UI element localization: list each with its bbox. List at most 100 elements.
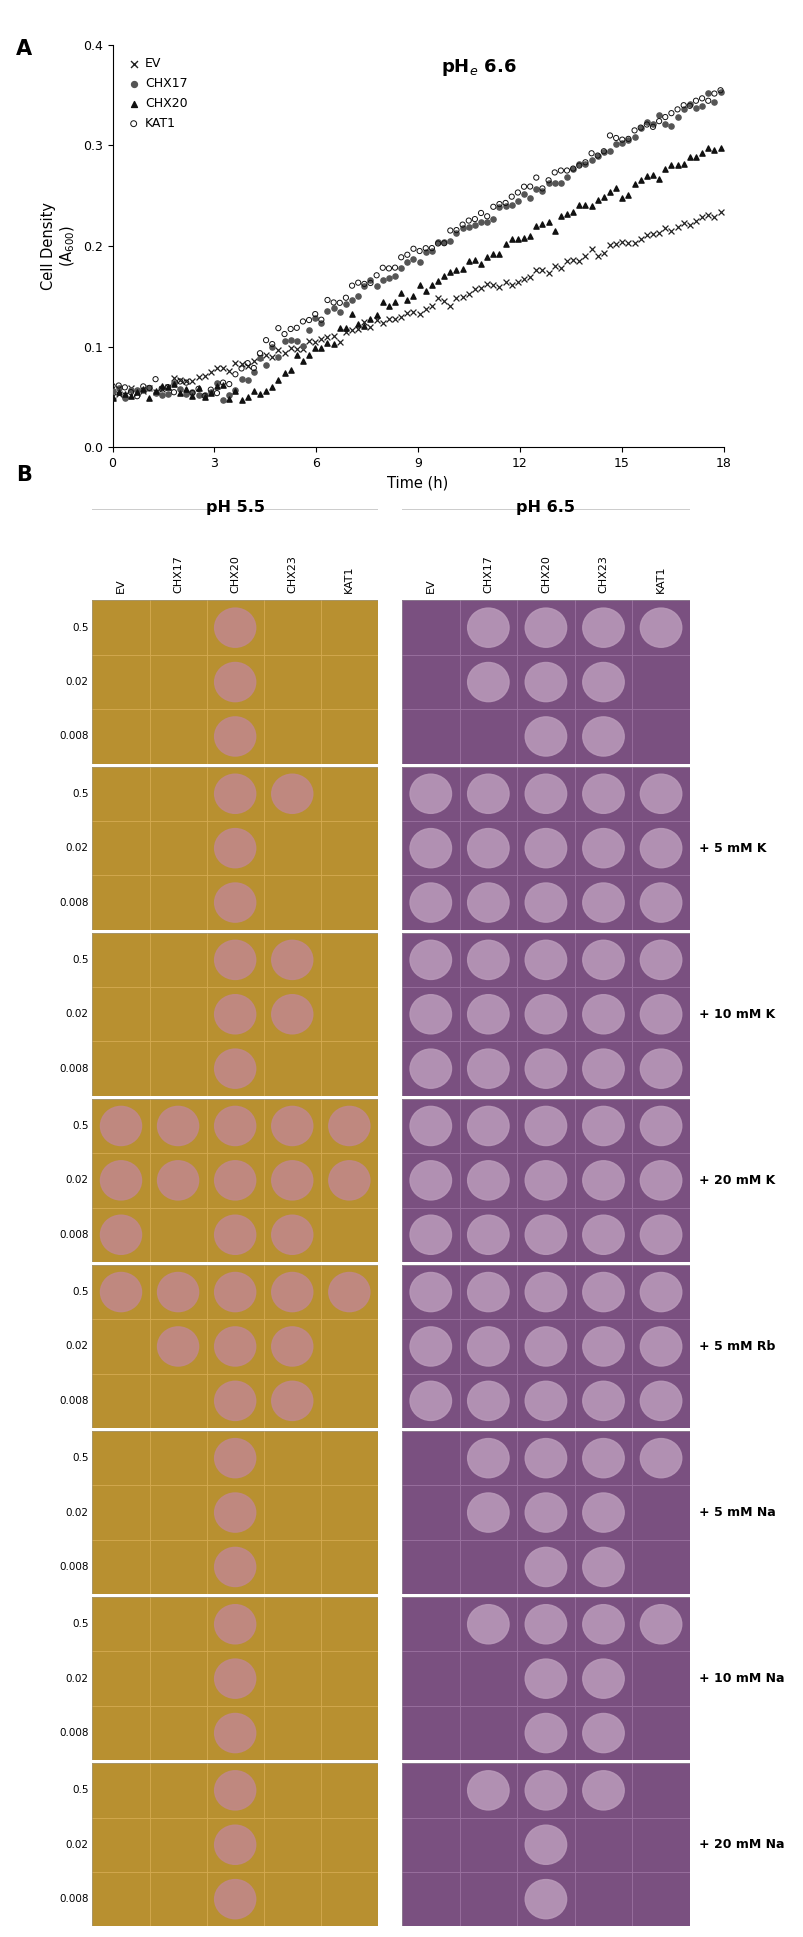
Point [290, 312, 303, 343]
Point [155, 370, 168, 401]
Circle shape [410, 883, 451, 922]
Point [339, 316, 352, 347]
Point [290, 325, 303, 356]
Text: CHX17: CHX17 [173, 554, 183, 593]
Point [511, 223, 524, 254]
Point [707, 85, 720, 116]
Point [450, 256, 463, 287]
Circle shape [639, 939, 681, 980]
Point [701, 132, 714, 163]
Point [234, 349, 247, 380]
Text: 0.02: 0.02 [65, 1342, 88, 1352]
Point [376, 252, 389, 283]
Circle shape [582, 717, 623, 755]
Point [345, 285, 358, 316]
Point [333, 327, 346, 358]
Point [701, 85, 714, 116]
Point [676, 89, 689, 120]
Text: CHX20: CHX20 [230, 554, 240, 593]
Circle shape [271, 1327, 312, 1366]
Point [707, 77, 720, 108]
Point [131, 378, 144, 409]
Circle shape [214, 1879, 255, 1920]
Point [689, 141, 702, 172]
Point [499, 190, 512, 221]
Circle shape [214, 1548, 255, 1586]
Circle shape [582, 1770, 623, 1809]
Point [492, 271, 505, 302]
Circle shape [467, 883, 508, 922]
Point [664, 97, 677, 128]
Point [413, 269, 426, 300]
Point [492, 188, 505, 219]
Point [229, 347, 242, 378]
Text: + 20 mM K: + 20 mM K [699, 1174, 775, 1187]
Point [511, 176, 524, 207]
Circle shape [100, 1273, 141, 1311]
Circle shape [214, 608, 255, 647]
Point [308, 333, 321, 364]
Point [284, 314, 297, 345]
Point [320, 327, 333, 358]
Point [394, 300, 407, 331]
Point [137, 376, 149, 407]
Point [425, 269, 438, 300]
Point [339, 312, 352, 343]
Point [578, 149, 591, 180]
Text: 0.02: 0.02 [65, 843, 88, 852]
Point [155, 380, 168, 411]
Circle shape [582, 1273, 623, 1311]
Circle shape [410, 1381, 451, 1420]
Point [431, 227, 444, 258]
Point [401, 246, 414, 277]
Point [364, 312, 377, 343]
Point [112, 376, 125, 407]
Circle shape [214, 1660, 255, 1699]
Point [296, 333, 309, 364]
Circle shape [467, 1214, 508, 1255]
Circle shape [467, 1770, 508, 1809]
Point [695, 138, 707, 169]
Point [585, 138, 597, 169]
Point [364, 267, 377, 298]
Point [578, 147, 591, 178]
Point [149, 378, 161, 409]
Point [554, 201, 567, 232]
Point [192, 380, 205, 411]
Text: KAT1: KAT1 [655, 566, 665, 593]
Point [369, 260, 382, 291]
Circle shape [524, 1273, 566, 1311]
Point [216, 385, 229, 416]
Point [541, 169, 554, 200]
Point [406, 244, 419, 275]
Circle shape [214, 662, 255, 701]
Point [615, 227, 628, 258]
Circle shape [328, 1273, 369, 1311]
Point [713, 134, 726, 165]
Point [443, 256, 456, 287]
Point [296, 331, 309, 362]
Point [560, 246, 573, 277]
Circle shape [582, 939, 623, 980]
Point [290, 333, 303, 364]
Point [713, 76, 726, 107]
Point [437, 260, 450, 291]
Point [671, 149, 683, 180]
Point [357, 271, 370, 302]
Point [603, 120, 616, 151]
Point [455, 254, 468, 285]
Text: CHX23: CHX23 [597, 554, 608, 593]
Text: pH$_e$ 6.6: pH$_e$ 6.6 [441, 56, 516, 77]
Circle shape [582, 829, 623, 868]
Point [308, 302, 321, 333]
Point [450, 215, 463, 246]
Point [131, 376, 144, 407]
Point [198, 380, 211, 411]
Point [585, 190, 597, 221]
Circle shape [582, 608, 623, 647]
Point [590, 184, 603, 215]
Point [204, 356, 217, 387]
Point [566, 244, 579, 275]
Circle shape [639, 1160, 681, 1199]
Text: + 20 mM Na: + 20 mM Na [699, 1838, 784, 1852]
